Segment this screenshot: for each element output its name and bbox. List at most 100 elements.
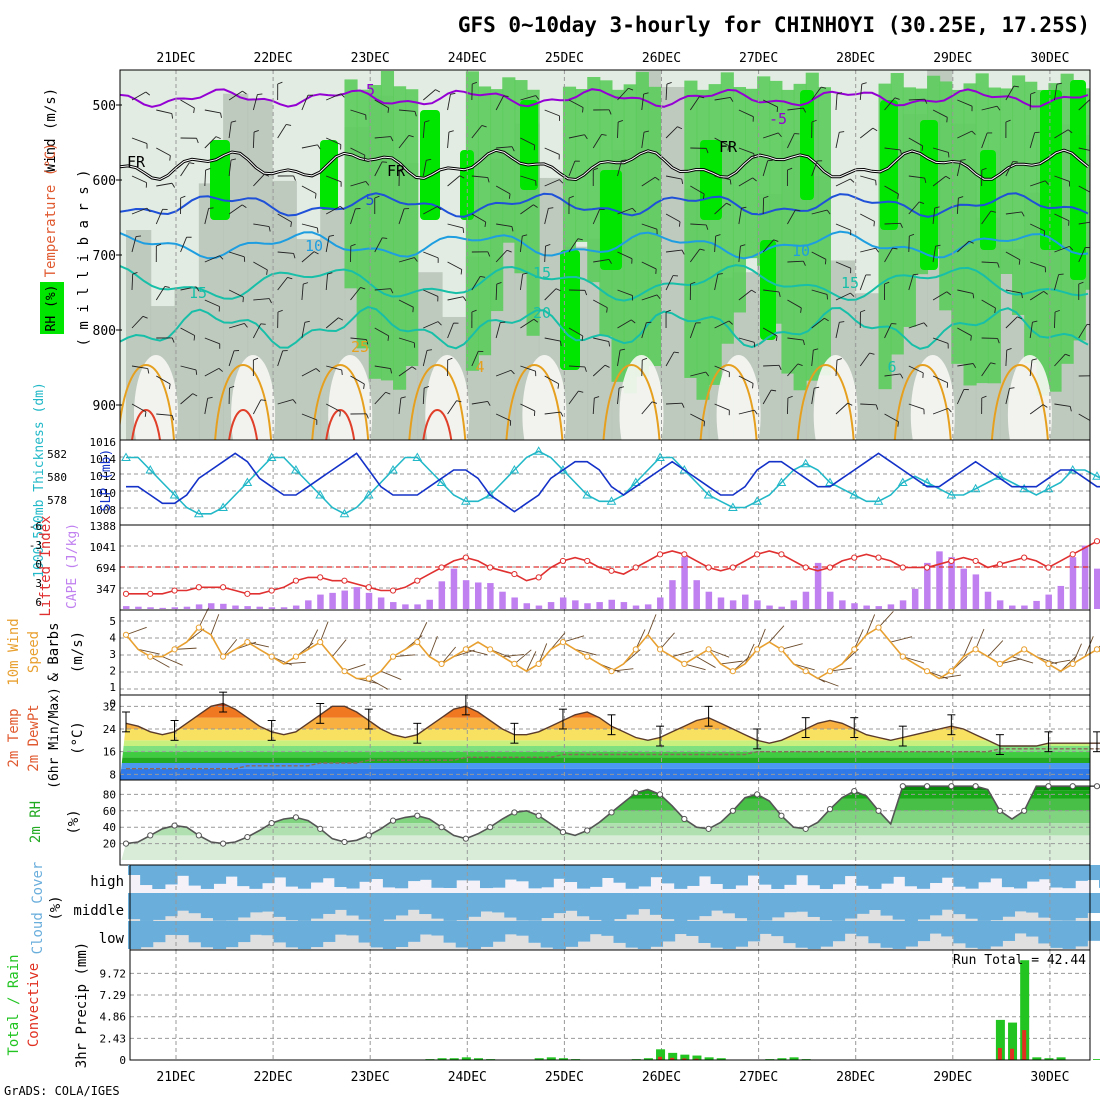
wind-barb-flag: [1092, 422, 1093, 427]
precip-bar: [1020, 960, 1030, 1060]
wind-barb-flag: [132, 271, 138, 275]
wind-barb: [301, 251, 315, 263]
rh-saturated-patch: [980, 150, 996, 250]
wind10-barb: [647, 614, 657, 635]
wind10-barb: [368, 678, 389, 690]
wind-barb-flag: [690, 281, 696, 285]
wind-barb-flag: [1032, 320, 1038, 323]
wind10-barb: [853, 629, 864, 650]
series-marker: [851, 646, 858, 653]
wind10-unit: (m/s): [70, 631, 86, 673]
wind-barb: [520, 318, 535, 329]
wind-barb-flag: [145, 91, 151, 96]
rh-mid-column: [1024, 81, 1038, 364]
wind-barb-flag: [946, 117, 948, 123]
top-date-25DEC: 25DEC: [545, 51, 584, 66]
cape-bar: [632, 605, 640, 609]
wind-barb-flag: [241, 204, 247, 208]
cloud-high-cell: [322, 865, 336, 879]
series-marker: [899, 783, 906, 790]
cloud-low-cell: [831, 921, 846, 942]
cloud-low-cell: [479, 921, 494, 947]
cloud-middle-cell: [662, 893, 676, 920]
precip-bar: [668, 1052, 678, 1060]
cloud-high-cell: [140, 865, 154, 886]
slp-panel: 1016 1014 1012 1010 1008 582 580 578 1000-500mb…: [32, 382, 1100, 578]
pressure-tick-500: 500: [93, 99, 116, 114]
cloud-middle-cell: [892, 893, 906, 920]
contour-label-5: 5: [365, 191, 374, 209]
top-date-24DEC: 24DEC: [448, 51, 487, 66]
wind-barb: [1005, 388, 1010, 405]
cape-bar: [499, 591, 506, 609]
series-marker: [754, 551, 761, 558]
wind-barb-flag: [946, 291, 952, 296]
legend-wind-label: Wind (m/s): [43, 88, 59, 172]
cloud-low-cell: [783, 921, 797, 944]
wind-barb: [860, 247, 876, 253]
pressure-tick-900: 900: [93, 399, 116, 414]
cloud-low-cell: [747, 921, 761, 942]
wind-barb-flag: [654, 176, 660, 181]
wind10-barb: [659, 632, 675, 650]
pressure-tick-600: 600: [93, 174, 116, 189]
cape-bar: [1069, 557, 1077, 609]
cloud-middle-cell: [977, 893, 991, 921]
cloud-middle-cell: [734, 893, 749, 919]
wind-barb-flag: [147, 368, 150, 374]
wind-barb-flag: [511, 226, 514, 232]
wind-barb: [447, 94, 451, 111]
cloud-middle-cell: [577, 893, 591, 917]
series-marker: [122, 631, 130, 638]
series-marker: [849, 489, 860, 499]
wind-barb-flag: [1065, 353, 1071, 357]
cape-label: CAPE (J/kg): [65, 523, 80, 609]
wind-barb-flag: [287, 276, 293, 280]
wind10-barb: [210, 614, 220, 635]
wind-barb-flag: [340, 93, 345, 98]
rh-dry-lobe: [425, 355, 470, 440]
upper-wind-barbs: [131, 81, 1093, 427]
wind-barb-flag: [584, 134, 588, 140]
series-marker: [897, 477, 908, 486]
wind-barb: [253, 298, 270, 301]
wind-barb: [204, 109, 221, 114]
rh-dry-lobe: [522, 355, 567, 440]
wind-barb: [277, 399, 294, 405]
series-marker: [800, 458, 811, 468]
wind-barb: [447, 132, 450, 149]
series-marker: [826, 668, 834, 675]
cloud-low-cell: [674, 921, 688, 935]
cloud-high-cell: [516, 865, 530, 882]
cloud-low-cell: [953, 921, 967, 944]
cloud-middle-cell: [759, 893, 773, 921]
cloud-high-cell: [601, 865, 615, 878]
wind-barb: [690, 371, 706, 377]
wind-barb: [422, 350, 428, 367]
wind-barb: [1005, 251, 1021, 261]
cape-bar: [960, 568, 967, 609]
wind-barb: [762, 327, 778, 337]
wind-barb: [787, 337, 804, 341]
wind-barb-flag: [581, 335, 584, 342]
wind-barb: [471, 175, 488, 178]
cloud-high-cell: [977, 865, 991, 883]
wind10-barb: [829, 667, 852, 672]
series-marker: [1093, 783, 1100, 790]
legend-rh-swatch: [40, 282, 64, 334]
wind10-barb: [1048, 659, 1071, 665]
wind-barb: [908, 137, 923, 147]
wind-barb: [592, 398, 595, 415]
wind-barb: [471, 351, 479, 367]
series-marker: [412, 452, 423, 461]
cape-bar: [414, 604, 421, 609]
wind-barb-flag: [751, 289, 757, 294]
contour-label-7: 10: [792, 242, 810, 260]
wind-barb: [763, 132, 779, 139]
cloud-low-cell: [176, 921, 190, 936]
wind-barb: [325, 403, 341, 412]
contour-label-14: 6: [887, 358, 896, 376]
contour-15: [120, 264, 1089, 302]
wind-barb: [859, 127, 874, 139]
series-marker: [1019, 483, 1030, 493]
